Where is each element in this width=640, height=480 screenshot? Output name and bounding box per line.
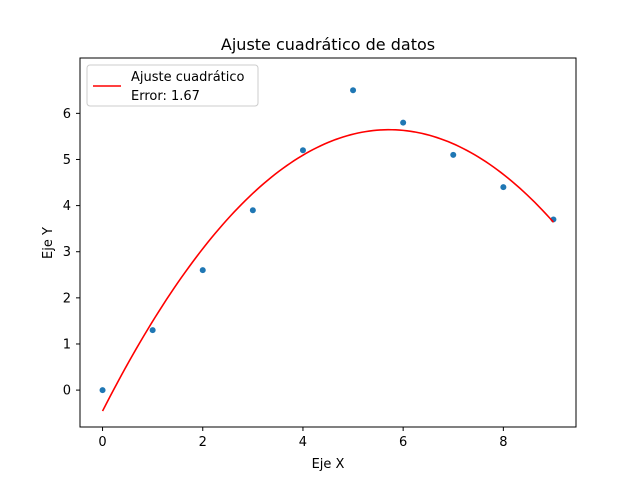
y-tick-label: 2 bbox=[63, 291, 71, 306]
x-tick-label: 8 bbox=[499, 435, 507, 450]
y-tick-label: 5 bbox=[63, 153, 71, 168]
data-point bbox=[350, 87, 357, 94]
y-tick-label: 0 bbox=[63, 384, 71, 399]
y-tick-label: 4 bbox=[63, 199, 71, 214]
x-tick-label: 2 bbox=[199, 435, 207, 450]
x-tick-label: 4 bbox=[299, 435, 307, 450]
x-axis-label: Eje X bbox=[312, 457, 345, 472]
data-point bbox=[299, 147, 306, 154]
data-point bbox=[199, 267, 206, 274]
y-tick-label: 3 bbox=[63, 245, 71, 260]
y-tick-label: 1 bbox=[63, 337, 71, 352]
data-point bbox=[249, 207, 256, 214]
x-tick-label: 0 bbox=[98, 435, 106, 450]
legend-label-error: Error: 1.67 bbox=[131, 89, 200, 104]
data-point bbox=[400, 119, 407, 126]
y-axis-ticks: 0 1 2 3 4 5 6 bbox=[63, 107, 80, 399]
data-point bbox=[450, 151, 457, 158]
data-point bbox=[500, 184, 507, 191]
chart-title: Ajuste cuadrático de datos bbox=[221, 35, 435, 54]
fit-curve bbox=[101, 128, 555, 412]
legend-label-fit: Ajuste cuadrático bbox=[131, 70, 245, 85]
axes-frame bbox=[79, 57, 577, 428]
data-point bbox=[149, 327, 156, 334]
legend: Ajuste cuadrático Error: 1.67 bbox=[86, 64, 259, 107]
axes-border bbox=[79, 57, 577, 428]
legend-box bbox=[86, 64, 259, 107]
plot-area bbox=[99, 87, 557, 412]
x-axis-ticks: 0 2 4 6 8 bbox=[98, 427, 507, 450]
x-tick-label: 6 bbox=[399, 435, 407, 450]
y-axis-label: Eje Y bbox=[41, 227, 56, 259]
y-tick-label: 6 bbox=[63, 107, 71, 122]
data-point bbox=[99, 387, 106, 394]
